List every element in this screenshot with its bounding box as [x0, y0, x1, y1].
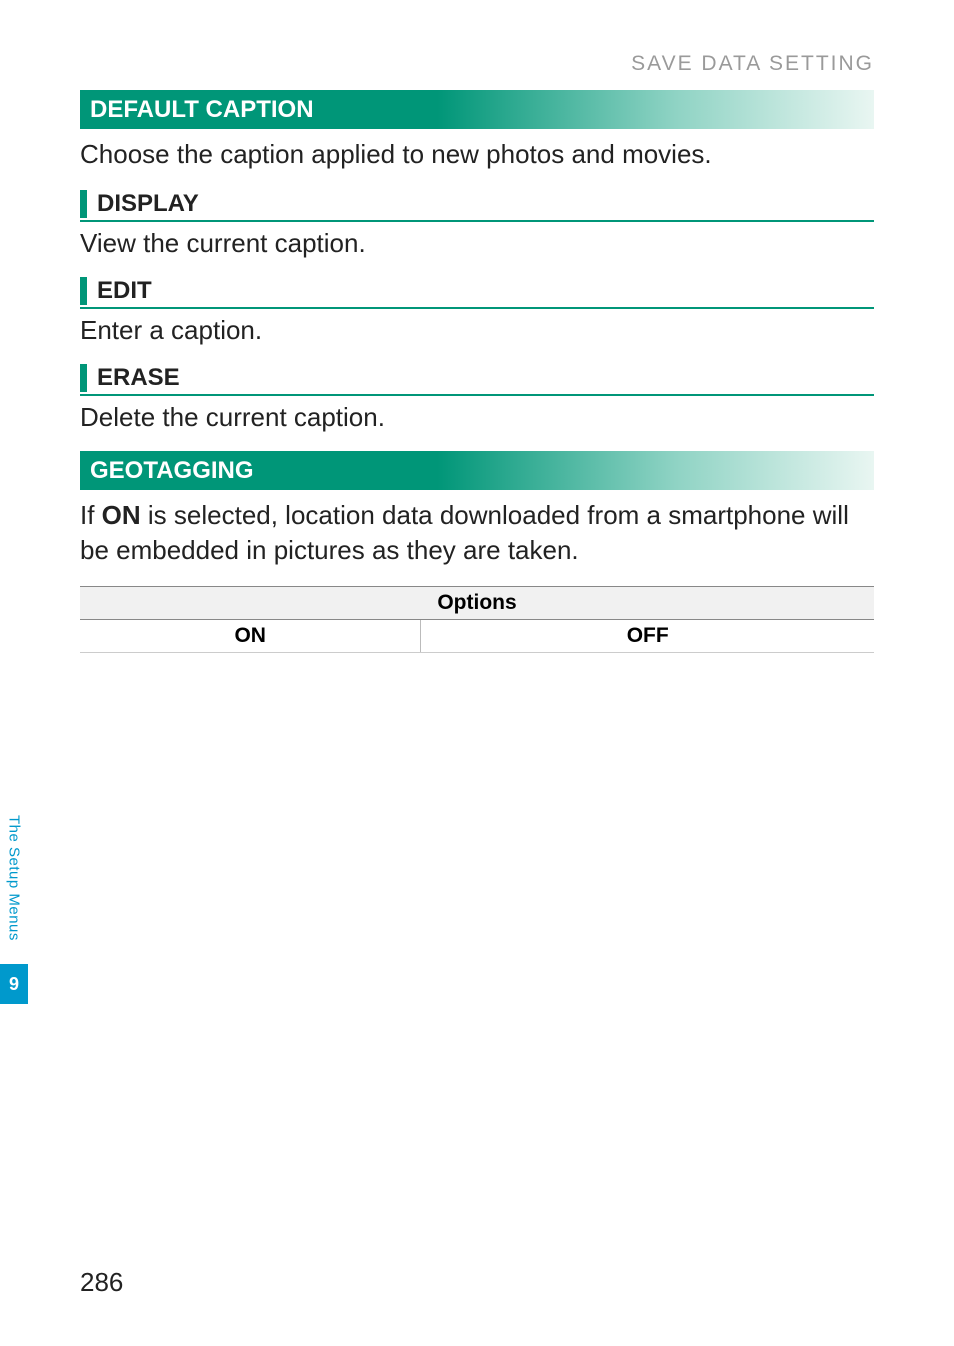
geotag-desc-post: is selected, location data downloaded fr… — [80, 500, 849, 565]
geotag-desc-pre: If — [80, 500, 102, 530]
geotag-desc-bold: ON — [102, 500, 141, 530]
side-tab-chapter: 9 — [0, 964, 28, 1004]
sub-title-edit: EDIT — [97, 277, 152, 305]
options-table: Options ON OFF — [80, 586, 874, 653]
sub-desc-erase: Delete the current caption. — [80, 402, 874, 433]
header-section-label: SAVE DATA SETTING — [631, 52, 874, 76]
sub-heading-display: DISPLAY — [80, 190, 874, 218]
sub-desc-display: View the current caption. — [80, 228, 874, 259]
page-number: 286 — [80, 1267, 123, 1298]
content-area: DEFAULT CAPTION Choose the caption appli… — [80, 90, 874, 653]
section-desc-default-caption: Choose the caption applied to new photos… — [80, 137, 874, 172]
section-title-geotagging: GEOTAGGING — [80, 451, 874, 490]
option-on: ON — [80, 620, 421, 653]
accent-bar — [80, 190, 87, 218]
section-title-default-caption: DEFAULT CAPTION — [80, 90, 874, 129]
sub-underline — [80, 220, 874, 222]
side-tab-label-wrap: The Setup Menus — [0, 792, 28, 964]
side-tab: The Setup Menus 9 — [0, 792, 28, 1004]
sub-title-display: DISPLAY — [97, 190, 199, 218]
sub-title-erase: ERASE — [97, 364, 180, 392]
option-off: OFF — [421, 620, 874, 653]
side-tab-label: The Setup Menus — [6, 815, 23, 941]
sub-heading-edit: EDIT — [80, 277, 874, 305]
accent-bar — [80, 364, 87, 392]
sub-underline — [80, 394, 874, 396]
accent-bar — [80, 277, 87, 305]
options-header: Options — [80, 587, 874, 620]
sub-desc-edit: Enter a caption. — [80, 315, 874, 346]
sub-underline — [80, 307, 874, 309]
page: SAVE DATA SETTING DEFAULT CAPTION Choose… — [0, 0, 954, 1346]
sub-heading-erase: ERASE — [80, 364, 874, 392]
section-desc-geotagging: If ON is selected, location data downloa… — [80, 498, 874, 568]
